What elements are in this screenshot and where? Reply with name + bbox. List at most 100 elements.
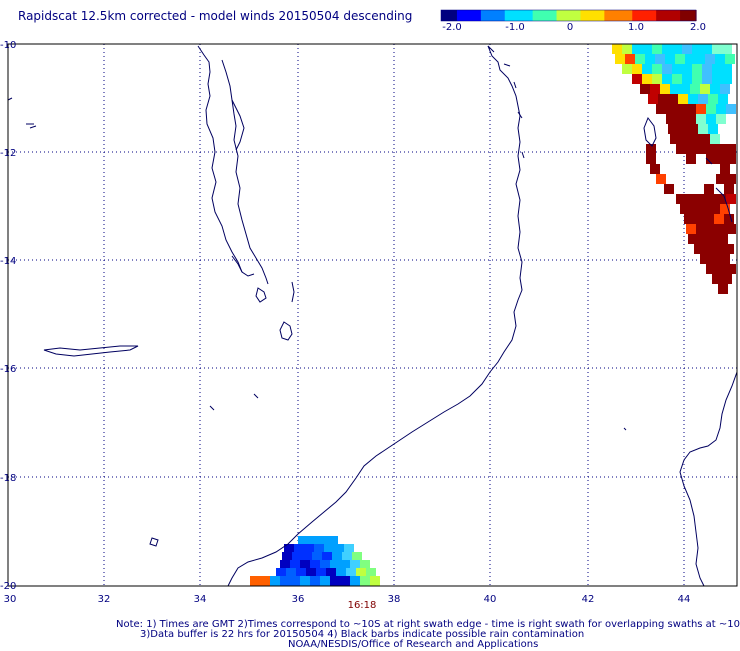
wind-cell xyxy=(690,134,700,144)
x-tick: 32 xyxy=(98,594,111,605)
wind-cell xyxy=(714,244,724,254)
colorbar-segment xyxy=(512,10,518,21)
wind-cell xyxy=(726,194,736,204)
colorbar-segment xyxy=(568,10,574,21)
wind-cell xyxy=(648,94,658,104)
wind-cell xyxy=(642,64,652,74)
wind-cell xyxy=(726,104,736,114)
wind-cell xyxy=(360,576,370,586)
wind-cell xyxy=(696,144,706,154)
wind-cell xyxy=(612,44,622,54)
colorbar-segment xyxy=(692,10,697,21)
colorbar-tick: 0 xyxy=(567,22,573,33)
colorbar-segment xyxy=(676,10,681,21)
plot-frame xyxy=(8,44,737,586)
lake-malawi-south-tip xyxy=(231,255,243,273)
colorbar-segment xyxy=(636,10,641,21)
wind-cell xyxy=(716,154,726,164)
wind-cell xyxy=(350,576,360,586)
colorbar-tick: 2.0 xyxy=(690,22,706,33)
wind-cell xyxy=(690,84,700,94)
wind-cell xyxy=(682,64,692,74)
x-tick: 38 xyxy=(388,594,401,605)
wind-cell xyxy=(650,84,660,94)
colorbar-segment xyxy=(648,10,653,21)
wind-cell xyxy=(700,204,710,214)
wind-cell xyxy=(280,576,290,586)
wind-cell xyxy=(316,568,326,578)
colorbar-segment xyxy=(592,10,597,21)
wind-cell xyxy=(302,552,312,562)
wind-cell xyxy=(686,104,696,114)
wind-cell xyxy=(726,224,736,234)
y-tick: -16 xyxy=(0,364,16,375)
wind-cell xyxy=(704,184,714,194)
wind-cell xyxy=(716,174,726,184)
wind-cell xyxy=(698,94,708,104)
colorbar-segment xyxy=(520,10,526,21)
colorbar-segment xyxy=(656,10,661,21)
wind-cell xyxy=(282,552,292,562)
wind-cell xyxy=(710,254,720,264)
wind-cell xyxy=(632,64,642,74)
colorbar-segment xyxy=(496,10,502,21)
note-line-1: Note: 1) Times are GMT 2)Times correspon… xyxy=(116,619,740,630)
wind-cell xyxy=(672,64,682,74)
wind-cell xyxy=(666,114,676,124)
colorbar-segment xyxy=(576,10,582,21)
colorbar-segment xyxy=(564,10,570,21)
colorbar-segment xyxy=(628,10,633,21)
wind-cell xyxy=(686,144,696,154)
wind-cell xyxy=(720,204,730,214)
colorbar-segment xyxy=(488,10,494,21)
wind-cell xyxy=(724,184,734,194)
colorbar-ticks: -2.0 -1.0 0 1.0 2.0 xyxy=(442,22,706,33)
coastline xyxy=(7,45,738,587)
wind-cell xyxy=(676,114,686,124)
wind-cell xyxy=(324,544,334,554)
wind-cell xyxy=(320,576,330,586)
colorbar-segment xyxy=(476,10,482,21)
colorbar-segment xyxy=(464,10,470,21)
wind-cell xyxy=(270,576,280,586)
wind-cell xyxy=(306,568,316,578)
graticule xyxy=(8,44,737,586)
wind-cell xyxy=(615,54,625,64)
wind-cell xyxy=(726,264,736,274)
wind-cell xyxy=(685,54,695,64)
note-line-3: NOAA/NESDIS/Office of Research and Appli… xyxy=(288,639,539,650)
lake-malawi-east-coast xyxy=(231,99,245,151)
wind-cell xyxy=(710,134,720,144)
wind-cell xyxy=(668,94,678,104)
lake-malawi-east-shore xyxy=(221,59,269,285)
colorbar-segment xyxy=(684,10,689,21)
wind-cell xyxy=(692,74,702,84)
wind-cell xyxy=(276,568,286,578)
wind-cell xyxy=(646,144,656,154)
wind-cell xyxy=(720,84,730,94)
wind-cell xyxy=(284,544,294,554)
wind-cell xyxy=(702,64,712,74)
lake-malawi-west-shore xyxy=(197,45,255,277)
wind-cell xyxy=(692,44,702,54)
wind-cell xyxy=(360,560,370,570)
wind-cell xyxy=(702,74,712,84)
wind-cell xyxy=(676,104,686,114)
wind-cell xyxy=(330,576,340,586)
colorbar-segment xyxy=(660,10,665,21)
colorbar-segment xyxy=(672,10,677,21)
wind-cell xyxy=(652,44,662,54)
x-tick: 30 xyxy=(4,594,17,605)
wind-cell xyxy=(336,568,346,578)
wind-cell xyxy=(716,114,726,124)
wind-cell xyxy=(342,552,352,562)
wind-cell xyxy=(340,560,350,570)
wind-cell xyxy=(710,84,720,94)
wind-cell xyxy=(700,84,710,94)
wind-cell xyxy=(330,560,340,570)
river-shire xyxy=(291,281,295,303)
y-tick: -18 xyxy=(0,473,16,484)
wind-cell xyxy=(356,568,366,578)
wind-cell xyxy=(694,214,704,224)
wind-cell xyxy=(712,64,722,74)
